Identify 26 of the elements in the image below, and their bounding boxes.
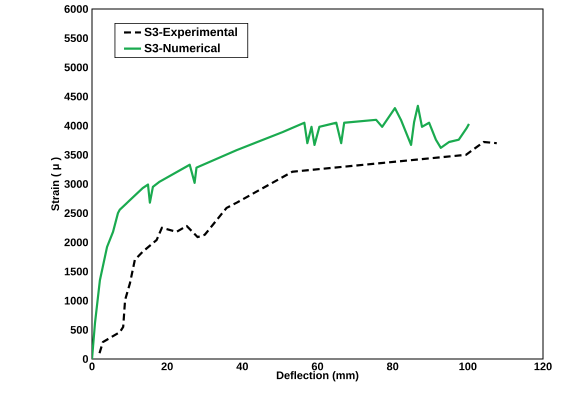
y-tick-label: 5000 xyxy=(64,63,88,72)
legend-label: S3-Numerical xyxy=(144,44,220,52)
line-series xyxy=(98,140,498,354)
x-tick-label: 100 xyxy=(459,362,477,370)
x-tick-label: 120 xyxy=(534,362,552,370)
y-tick-label: 0 xyxy=(82,355,88,363)
x-tick-label: 40 xyxy=(236,362,248,370)
x-tick-label: 20 xyxy=(161,362,173,370)
x-tick-label: 80 xyxy=(386,362,398,370)
y-tick-label: 3000 xyxy=(64,180,88,188)
x-axis-title: Deflection (mm) xyxy=(276,371,358,382)
legend-label: S3-Experimental xyxy=(144,27,237,39)
y-axis-title: Strain ( μ ) xyxy=(51,157,62,211)
y-tick-label: 1000 xyxy=(64,296,88,305)
y-tick-label: 4000 xyxy=(64,122,88,130)
y-tick-label: 5500 xyxy=(64,34,88,42)
y-tick-label: 2500 xyxy=(64,209,88,218)
y-tick-label: 1500 xyxy=(64,268,88,276)
y-tick-label: 500 xyxy=(70,326,88,334)
x-tick-label: 60 xyxy=(312,362,324,370)
y-tick-label: 3500 xyxy=(64,150,88,159)
y-tick-label: 4500 xyxy=(64,92,88,100)
y-tick-label: 6000 xyxy=(64,5,88,13)
y-tick-label: 2000 xyxy=(64,238,88,246)
line-series xyxy=(92,104,470,359)
x-tick-label: 0 xyxy=(89,362,95,370)
